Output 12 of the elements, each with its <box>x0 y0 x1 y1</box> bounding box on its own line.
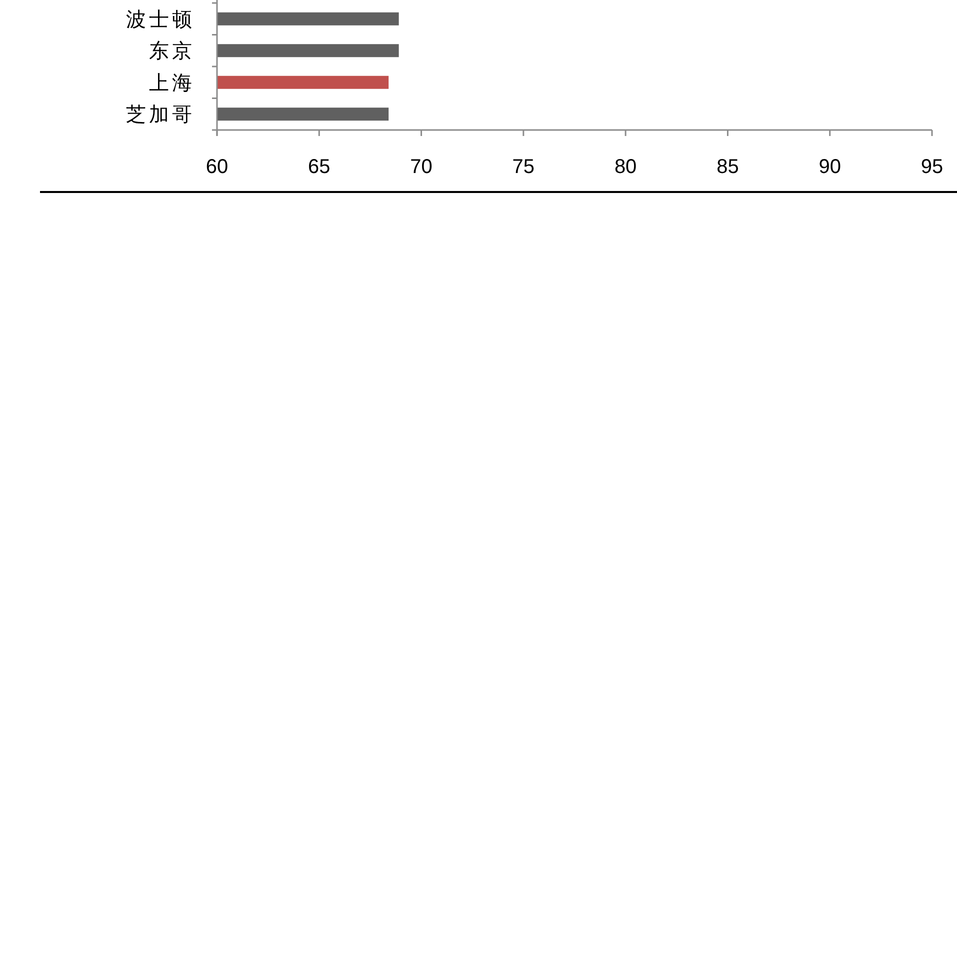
x-tick-label: 65 <box>308 156 330 178</box>
x-tick-label: 60 <box>206 156 228 178</box>
x-tick-label: 80 <box>614 156 637 178</box>
y-tick-label: 东京 <box>149 38 195 63</box>
y-tick-label: 上海 <box>149 70 195 94</box>
x-tick-label: 90 <box>818 156 841 178</box>
y-tick-label: 波士顿 <box>126 6 195 31</box>
x-tick-label: 70 <box>410 156 432 178</box>
y-tick-label: 芝加哥 <box>126 102 195 126</box>
x-tick-label: 75 <box>512 156 535 178</box>
x-tick-label: 85 <box>716 156 739 178</box>
x-tick-label: 95 <box>920 156 944 178</box>
